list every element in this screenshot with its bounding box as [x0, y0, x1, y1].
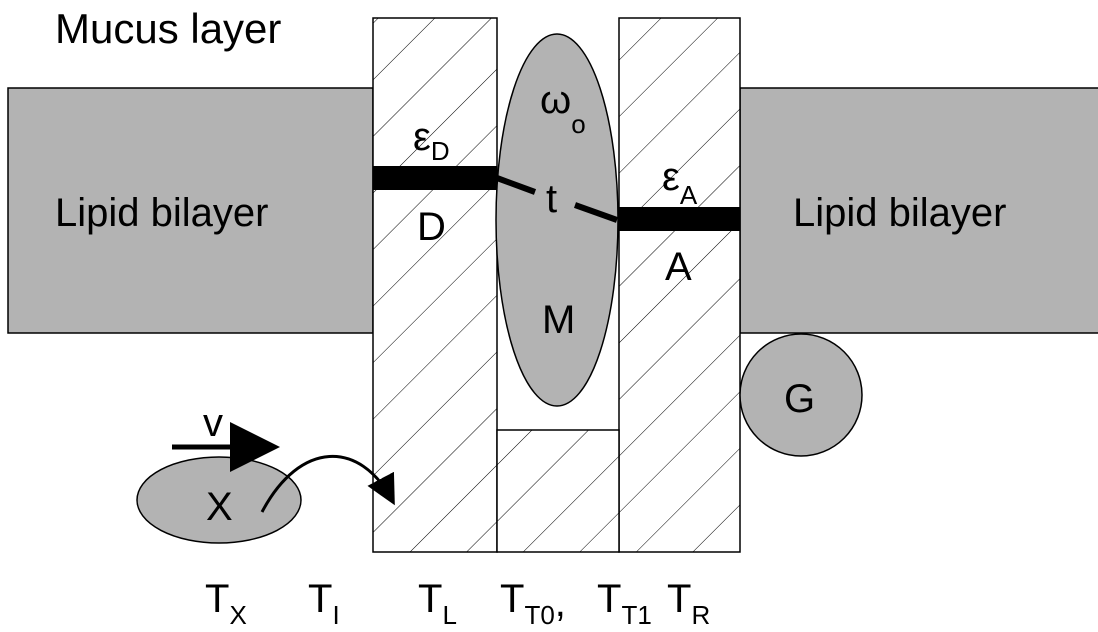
- temperature-label: TT0,: [500, 577, 566, 630]
- donor-label: D: [417, 205, 446, 249]
- symbol: T: [667, 577, 691, 621]
- subscript: L: [442, 600, 456, 630]
- mediator-ellipse: [495, 33, 619, 407]
- acceptor-energy: εA: [662, 155, 698, 210]
- donor-hatch: [373, 18, 497, 552]
- temperature-label: TI: [308, 577, 340, 630]
- mediator-frequency: ωo: [540, 78, 586, 139]
- acceptor-label: A: [665, 245, 692, 289]
- subscript: X: [229, 600, 246, 630]
- temperature-label: TX: [205, 577, 247, 630]
- symbol: ε: [662, 155, 680, 199]
- symbol: T: [597, 577, 621, 621]
- subscript: o: [571, 109, 585, 139]
- g-label: G: [784, 377, 815, 421]
- g-protein: [739, 333, 863, 457]
- subscript: A: [680, 180, 698, 210]
- symbol: ω: [540, 78, 571, 122]
- temperature-label: TL: [418, 577, 457, 630]
- donor-energy: εD: [413, 115, 450, 166]
- tunnel-line: [495, 175, 537, 195]
- temperature-label: TR: [667, 577, 710, 630]
- membrane-right: [739, 87, 1098, 334]
- velocity-label: v: [203, 401, 223, 445]
- temperature-label: TT1: [597, 577, 652, 630]
- donor-bar: [373, 166, 497, 190]
- subscript: R: [691, 600, 710, 630]
- subscript: T1: [621, 600, 651, 630]
- separator: ,: [555, 581, 566, 625]
- subscript: D: [431, 136, 450, 166]
- symbol: T: [418, 577, 442, 621]
- coupling-label: t: [546, 177, 557, 221]
- mediator-label: M: [542, 298, 575, 342]
- title: Mucus layer: [55, 5, 281, 52]
- temperature-labels: TX TI TL TT0, TT1 TR: [205, 577, 710, 630]
- symbol: T: [308, 577, 332, 621]
- subscript: T0: [524, 600, 554, 630]
- acceptor-bar: [619, 207, 740, 231]
- symbol: ε: [413, 115, 431, 159]
- tunnel-line: [573, 202, 619, 223]
- membrane-label: Lipid bilayer: [793, 191, 1006, 235]
- odorant-label: X: [206, 485, 233, 529]
- odorant: [136, 456, 302, 544]
- acceptor-hatch: [619, 18, 740, 552]
- membrane-label: Lipid bilayer: [55, 191, 268, 235]
- symbol: T: [500, 577, 524, 621]
- subscript: I: [332, 600, 339, 630]
- symbol: T: [205, 577, 229, 621]
- base-hatch: [497, 430, 619, 552]
- membrane-left: [7, 87, 374, 334]
- binding-arrow: [260, 454, 395, 513]
